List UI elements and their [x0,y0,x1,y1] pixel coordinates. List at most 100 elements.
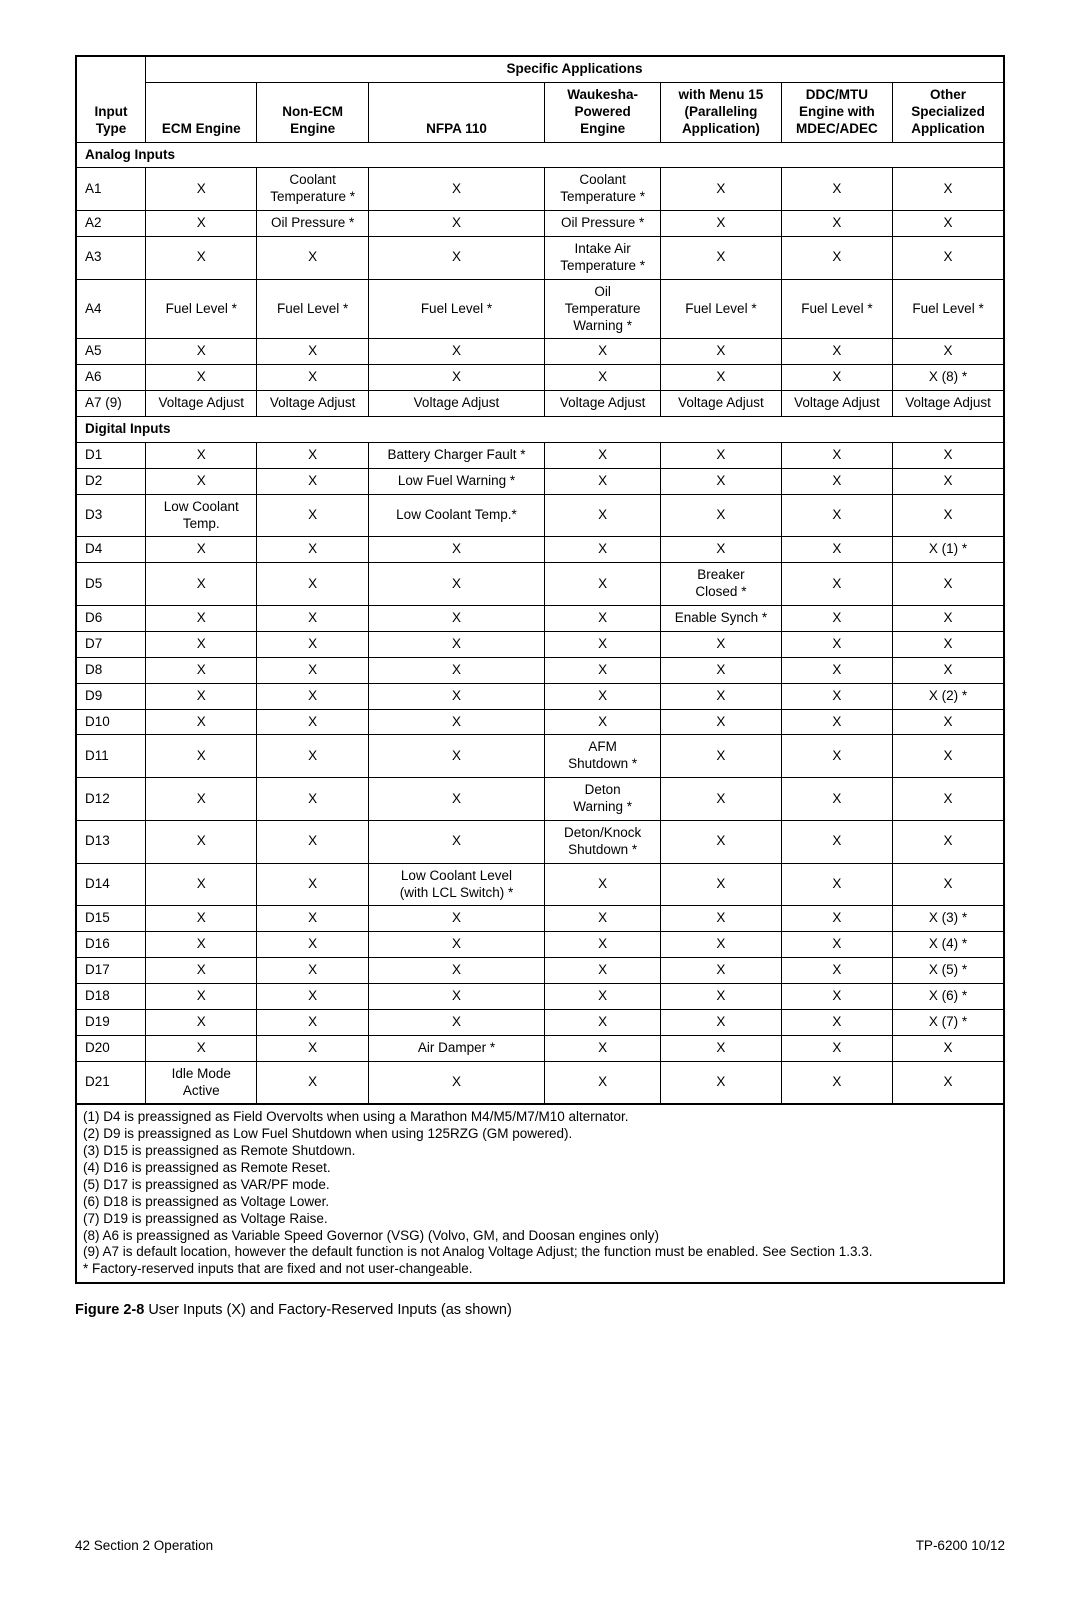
table-cell: X [661,1061,782,1104]
table-cell: X [661,494,782,537]
table-cell: X [146,958,257,984]
table-cell: X [893,1035,1004,1061]
table-cell: X [257,606,368,632]
table-cell: BreakerClosed * [661,563,782,606]
row-id: A1 [76,168,146,211]
table-cell: X [545,1061,661,1104]
table-cell: X [257,820,368,863]
table-row: A2XOil Pressure *XOil Pressure *XXX [76,211,1004,237]
table-cell: X [545,958,661,984]
table-cell: X [146,683,257,709]
table-cell: X [368,211,544,237]
row-id: D16 [76,932,146,958]
table-cell: X [368,657,544,683]
header-col-4: with Menu 15(ParallelingApplication) [661,82,782,142]
header-col-1: Non-ECMEngine [257,82,368,142]
table-cell: X [368,906,544,932]
table-row: D21Idle ModeActiveXXXXXX [76,1061,1004,1104]
table-cell: X [368,932,544,958]
table-cell: X [781,709,892,735]
row-id: D6 [76,606,146,632]
table-row: D3Low CoolantTemp.XLow Coolant Temp.*XXX… [76,494,1004,537]
table-cell: X [146,237,257,280]
header-input-type: InputType [76,56,146,142]
row-id: D2 [76,468,146,494]
table-cell: X [781,778,892,821]
figure-number: Figure 2-8 [75,1302,144,1318]
row-id: A6 [76,365,146,391]
section-title: Analog Inputs [76,142,1004,168]
table-cell: X [661,984,782,1010]
table-cell: X [146,657,257,683]
table-cell: X [661,339,782,365]
header-col-2: NFPA 110 [368,82,544,142]
table-cell: X [368,339,544,365]
table-cell: X [661,709,782,735]
inputs-table: InputType Specific Applications ECM Engi… [75,55,1005,1105]
table-cell: Low CoolantTemp. [146,494,257,537]
table-cell: X [893,863,1004,906]
table-cell: X [781,537,892,563]
table-cell: X [661,1035,782,1061]
table-cell: Low Coolant Level(with LCL Switch) * [368,863,544,906]
table-row: A4Fuel Level *Fuel Level *Fuel Level *Oi… [76,279,1004,339]
table-cell: X [257,1061,368,1104]
table-cell: AFMShutdown * [545,735,661,778]
table-cell: X [661,735,782,778]
table-cell: X [661,657,782,683]
table-cell: X [893,211,1004,237]
table-cell: X [545,1009,661,1035]
table-cell: X [661,863,782,906]
table-cell: Deton/KnockShutdown * [545,820,661,863]
table-cell: X [781,657,892,683]
table-cell: X [781,168,892,211]
table-cell: X [893,168,1004,211]
table-row: D8XXXXXXX [76,657,1004,683]
table-cell: X (5) * [893,958,1004,984]
table-cell: X [146,365,257,391]
table-body: Analog InputsA1XCoolantTemperature *XCoo… [76,142,1004,1104]
table-cell: X [146,735,257,778]
row-id: A4 [76,279,146,339]
table-cell: X [893,494,1004,537]
table-cell: X [146,606,257,632]
header-col-0: ECM Engine [146,82,257,142]
table-cell: X [146,863,257,906]
table-cell: Intake AirTemperature * [545,237,661,280]
table-cell: X [146,820,257,863]
table-cell: X [146,339,257,365]
table-cell: X [257,237,368,280]
table-cell: X [368,820,544,863]
table-row: D18XXXXXXX (6) * [76,984,1004,1010]
table-cell: X [257,906,368,932]
table-cell: X [781,365,892,391]
table-cell: X [257,1009,368,1035]
table-cell: X [661,820,782,863]
row-id: D15 [76,906,146,932]
table-cell: X [257,1035,368,1061]
table-cell: OilTemperatureWarning * [545,279,661,339]
table-cell: X [368,168,544,211]
table-cell: X [257,709,368,735]
table-cell: X [146,468,257,494]
table-cell: X [545,494,661,537]
header-columns-row: ECM EngineNon-ECMEngineNFPA 110Waukesha-… [76,82,1004,142]
table-cell: X [146,778,257,821]
footnote-line: (5) D17 is preassigned as VAR/PF mode. [83,1177,997,1194]
table-cell: X [368,735,544,778]
table-row: D2XXLow Fuel Warning *XXXX [76,468,1004,494]
table-cell: X [146,211,257,237]
table-cell: X [893,657,1004,683]
table-cell: X (4) * [893,932,1004,958]
table-cell: X [781,494,892,537]
table-cell: X [661,237,782,280]
table-cell: Fuel Level * [781,279,892,339]
row-id: A2 [76,211,146,237]
table-cell: X [257,863,368,906]
header-col-3: Waukesha-PoweredEngine [545,82,661,142]
footer-right: TP-6200 10/12 [916,1538,1005,1553]
row-id: A3 [76,237,146,280]
table-cell: X (7) * [893,1009,1004,1035]
table-cell: Voltage Adjust [781,391,892,417]
row-id: D8 [76,657,146,683]
